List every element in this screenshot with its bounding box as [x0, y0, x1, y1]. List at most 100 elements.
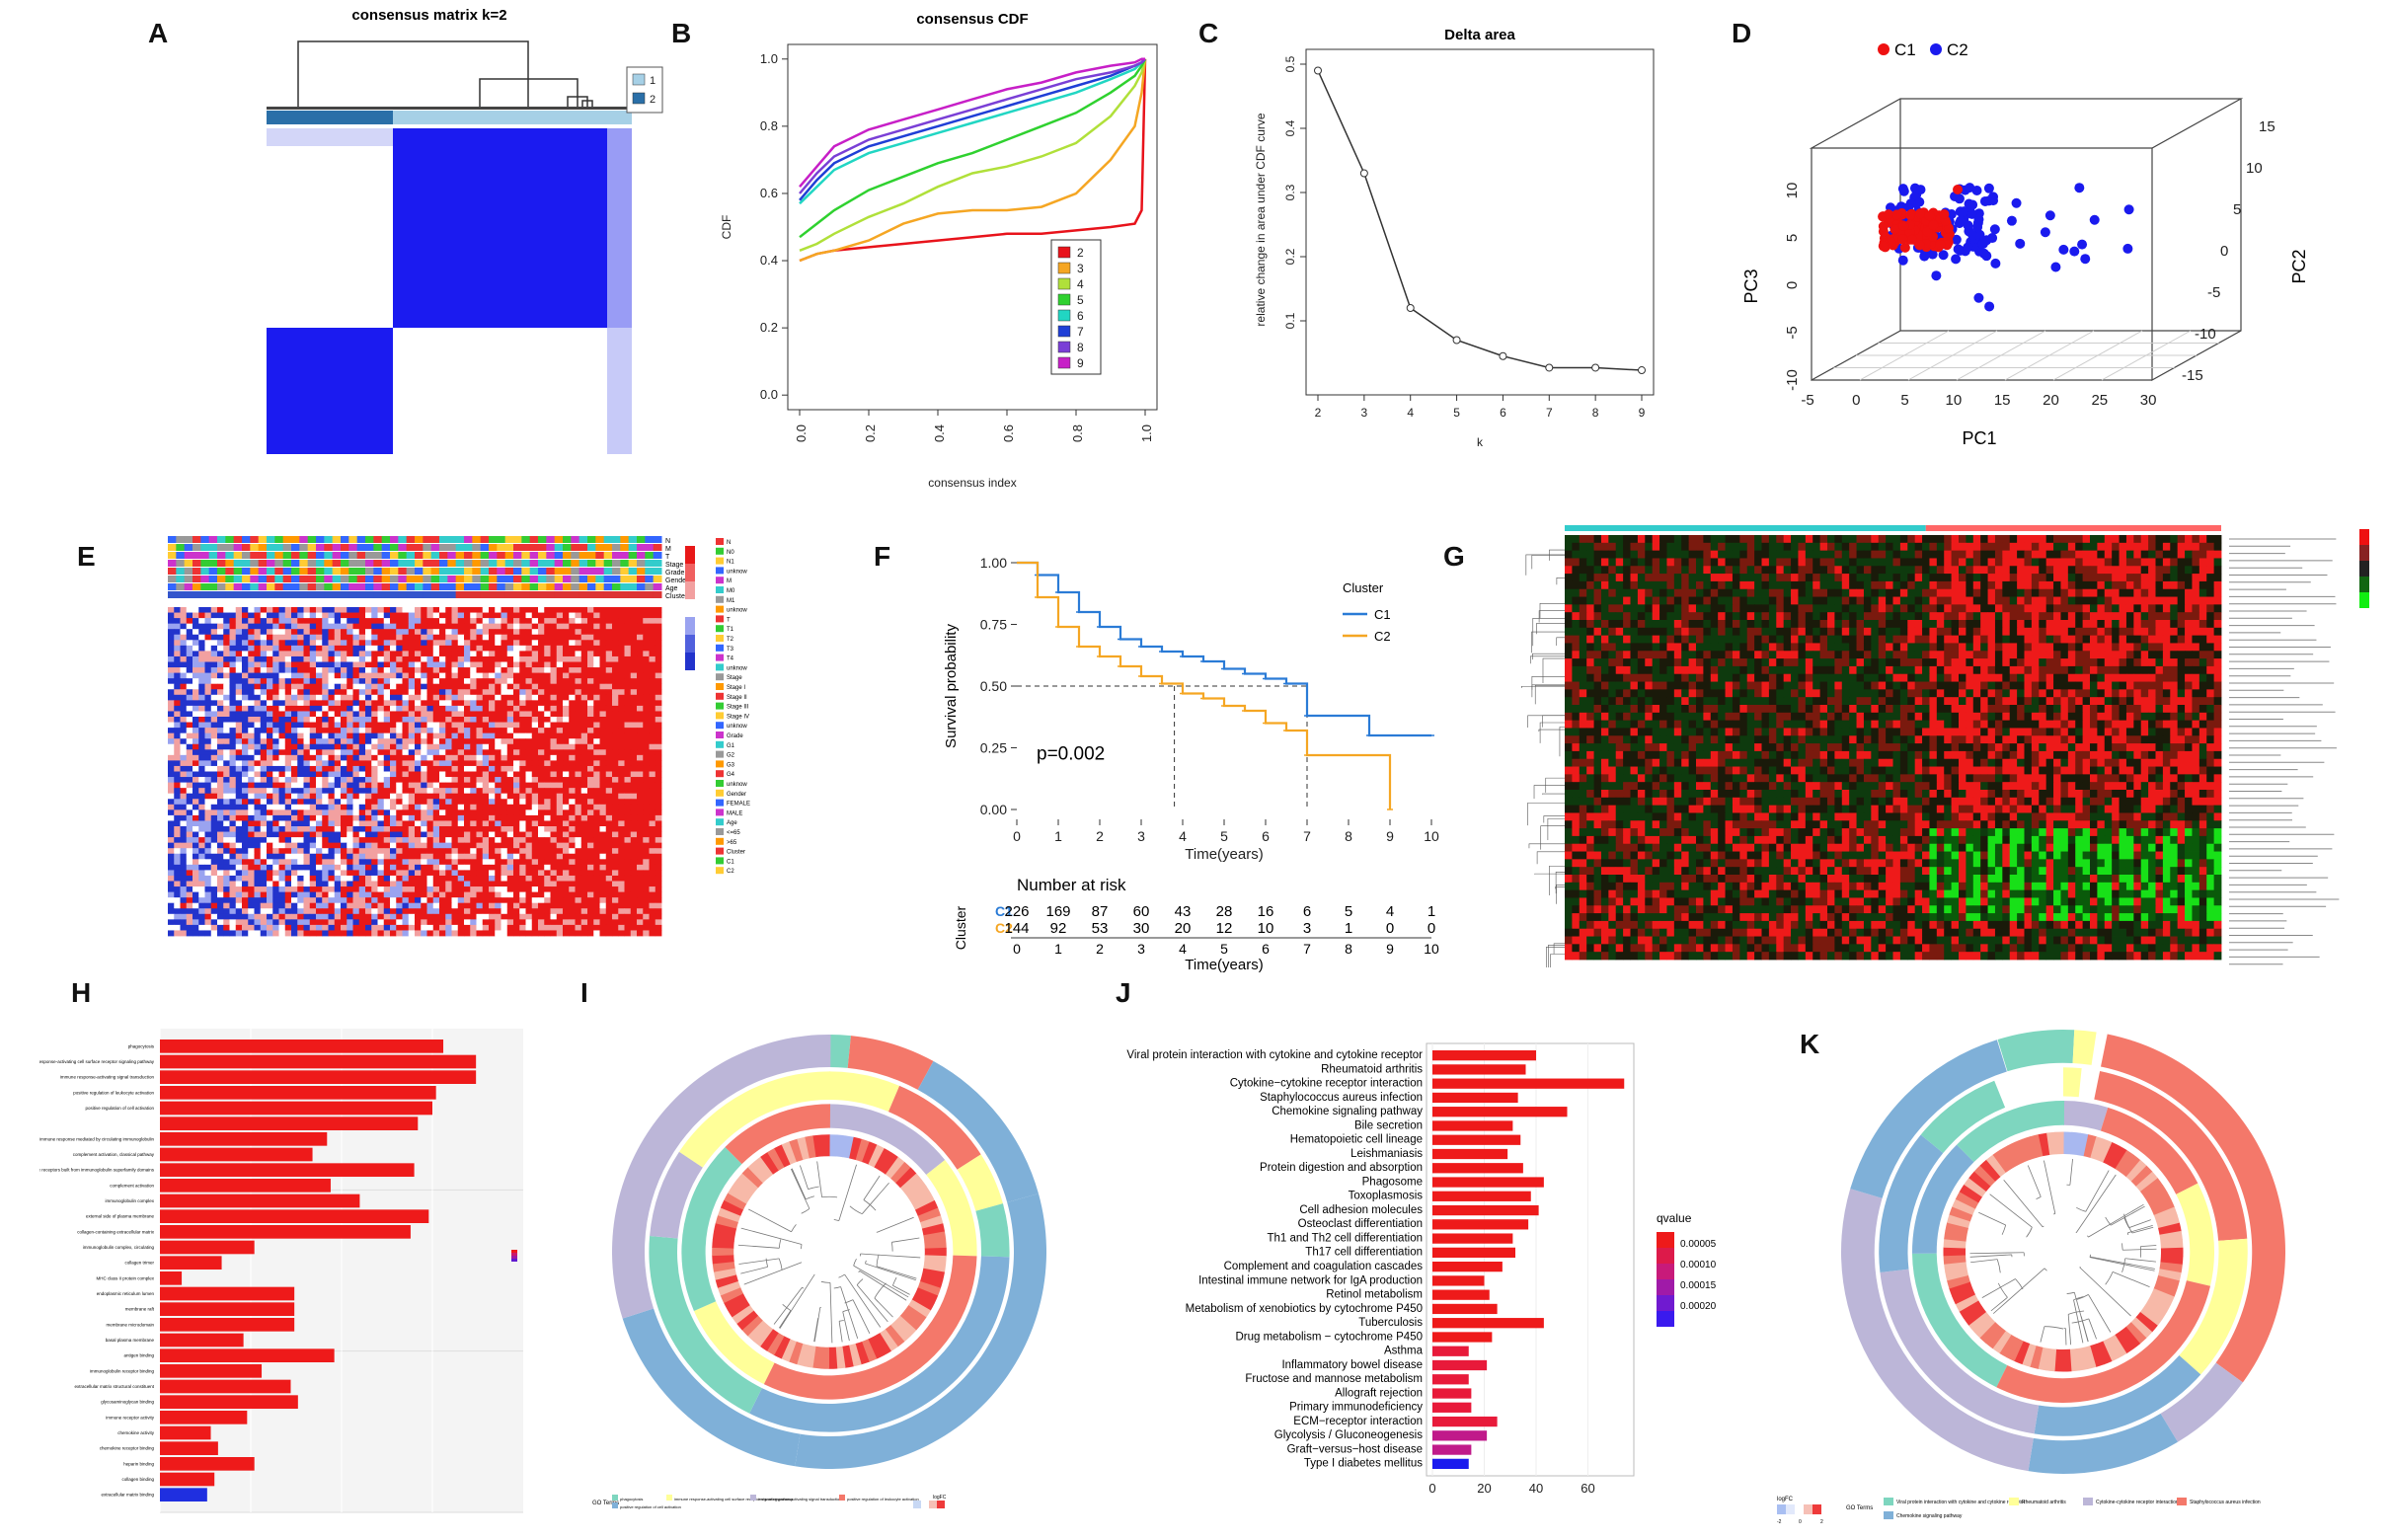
- heatmap-cell: [426, 809, 434, 816]
- heatmap-cell: [193, 826, 199, 832]
- cdf-legend-label: 7: [1077, 325, 1084, 339]
- heatmap-cell: [309, 837, 317, 844]
- heatmap-cell: [210, 629, 218, 636]
- heatmap-cell: [421, 700, 427, 707]
- heatmap-cell: [495, 788, 501, 795]
- heatmap-cell: [198, 661, 205, 668]
- cdf-ytick-label: 0.4: [760, 253, 778, 268]
- heatmap-annot-cell: [168, 583, 177, 590]
- heatmap-cell: [322, 804, 329, 810]
- heatmap-annot-cell: [538, 560, 547, 567]
- heatmap-cell: [605, 859, 613, 866]
- heatmap-cell: [445, 842, 452, 849]
- heatmap-cell: [569, 612, 576, 619]
- heatmap-cell: [624, 623, 632, 630]
- heatmap-cell: [445, 728, 452, 734]
- heatmap-cell: [284, 689, 292, 696]
- heatmap-cell: [531, 689, 539, 696]
- heatmap-cell: [575, 820, 582, 827]
- heatmap-annot-cell: [184, 544, 193, 551]
- heatmap-cell: [235, 618, 243, 625]
- heatmap-cell: [426, 700, 434, 707]
- pca-xtick: -5: [1801, 392, 1813, 409]
- heatmap-cell: [390, 760, 397, 767]
- heatmap-cell: [506, 655, 514, 662]
- heatmap-cell: [284, 717, 292, 723]
- heatmap-cell: [599, 629, 607, 636]
- heatmap-cell: [186, 711, 193, 718]
- heatmap-cell: [624, 826, 632, 832]
- heatmap-cell: [198, 749, 205, 756]
- heatmap-cell: [248, 651, 255, 657]
- heatmap-cell: [563, 875, 570, 882]
- heatmap-cell: [655, 645, 662, 652]
- heatmap-annot-cell: [381, 536, 391, 543]
- heatmap-annot-cell: [480, 583, 490, 590]
- heatmap-cell: [210, 799, 218, 806]
- heatmap-cell: [217, 738, 224, 745]
- heatmap-cell: [605, 651, 613, 657]
- heatmap-cell: [198, 728, 205, 734]
- heatmap-cell: [291, 717, 298, 723]
- heatmap-annot-label: Cluster: [665, 593, 688, 600]
- heatmap-cell: [580, 870, 588, 877]
- heatmap-cell: [569, 814, 576, 821]
- heatmap-cell: [328, 842, 336, 849]
- heatmap-cell: [550, 700, 558, 707]
- heatmap-cell: [605, 629, 613, 636]
- heatmap-annot-cell: [455, 560, 465, 567]
- heatmap-cell: [371, 623, 378, 630]
- heatmap-cell: [525, 848, 533, 855]
- heatmap-cell: [347, 765, 353, 772]
- heatmap-annot-cell: [193, 544, 201, 551]
- heatmap-cell: [637, 732, 644, 739]
- heatmap-cell: [426, 799, 434, 806]
- heatmap-cell: [464, 881, 471, 887]
- heatmap-cell: [174, 700, 181, 707]
- heatmap-cell: [544, 678, 551, 685]
- heatmap-cell: [377, 694, 385, 701]
- heatmap-cell: [254, 655, 262, 662]
- heatmap-cell: [229, 864, 237, 871]
- heatmap-cell: [297, 694, 304, 701]
- heatmap-cell: [309, 717, 317, 723]
- heatmap-cell: [303, 618, 311, 625]
- heatmap-cell: [495, 782, 501, 789]
- heatmap-cell: [297, 826, 304, 832]
- pca-xtick: 0: [1852, 392, 1860, 409]
- heatmap-cell: [470, 765, 477, 772]
- heatmap-cell: [291, 831, 298, 838]
- heatmap-cell: [260, 705, 268, 712]
- heatmap-cell: [297, 711, 304, 718]
- heatmap-cell: [612, 809, 619, 816]
- heatmap-cell: [248, 640, 255, 647]
- heatmap-cell: [272, 705, 279, 712]
- heatmap-cell: [396, 754, 403, 761]
- heatmap-cell: [575, 881, 582, 887]
- heatmap-cell: [204, 886, 212, 892]
- heatmap-cell: [396, 717, 403, 723]
- heatmap-cell: [643, 700, 650, 707]
- heatmap-cell: [464, 623, 471, 630]
- heatmap-cell: [624, 809, 632, 816]
- heatmap-cell: [451, 809, 459, 816]
- heatmap-cell: [482, 842, 490, 849]
- heatmap-cell: [563, 618, 570, 625]
- heatmap-cell: [605, 743, 613, 750]
- heatmap-cell: [655, 749, 662, 756]
- heatmap-cell: [278, 728, 286, 734]
- heatmap-cell: [470, 743, 477, 750]
- heatmap-cell: [284, 728, 292, 734]
- heatmap-cell: [347, 777, 353, 783]
- heatmap-annot-cell: [324, 544, 334, 551]
- heatmap-cell: [550, 875, 558, 882]
- heatmap-annot-cell: [464, 591, 473, 598]
- heatmap-cell: [371, 634, 378, 641]
- heatmap-cell: [186, 777, 193, 783]
- heatmap-cell: [217, 651, 224, 657]
- heatmap-cell: [223, 842, 230, 849]
- heatmap-cell: [198, 799, 205, 806]
- heatmap-cell: [513, 837, 520, 844]
- heatmap-annot-cell: [406, 591, 416, 598]
- heatmap-cell: [649, 809, 656, 816]
